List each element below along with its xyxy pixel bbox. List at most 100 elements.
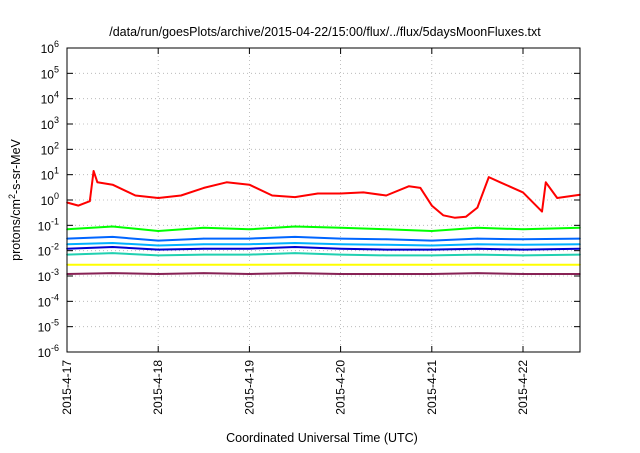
- data-point: [499, 181, 502, 184]
- grid: [66, 48, 580, 352]
- data-point: [522, 254, 524, 257]
- data-point: [541, 210, 543, 213]
- data-point: [339, 243, 342, 245]
- data-point: [294, 242, 296, 244]
- data-point: [248, 183, 251, 186]
- data-point: [476, 243, 479, 245]
- data-point: [92, 170, 95, 172]
- data-point: [556, 197, 558, 199]
- data-point: [385, 238, 388, 241]
- data-point: [203, 226, 205, 229]
- y-axis-title: protons/cm2-s-sr-MeV: [7, 138, 23, 260]
- data-point: [248, 253, 251, 256]
- data-point: [248, 263, 251, 266]
- data-point: [385, 273, 388, 275]
- data-point: [545, 181, 547, 184]
- y-tick-label: 101: [41, 166, 59, 183]
- x-tick-label: 2015-4-17: [60, 360, 74, 415]
- data-point: [248, 273, 251, 275]
- x-tick-label: 2015-4-19: [242, 360, 256, 415]
- y-axis-title-sup: 2: [7, 194, 17, 199]
- data-point: [248, 247, 251, 250]
- data-point: [408, 185, 410, 188]
- data-point: [203, 187, 205, 189]
- series-line: [66, 246, 581, 251]
- data-point: [522, 191, 524, 194]
- y-tick-label: 102: [41, 140, 59, 157]
- data-point: [442, 214, 445, 217]
- data-point: [203, 253, 205, 256]
- data-point: [476, 272, 479, 274]
- y-tick-label: 100: [41, 191, 59, 208]
- chart-title: /data/run/goesPlots/archive/2015-04-22/1…: [109, 25, 541, 39]
- y-axis-title-pre: protons/cm: [9, 199, 23, 261]
- data-point: [476, 226, 479, 229]
- data-point: [339, 237, 342, 240]
- data-point: [522, 228, 524, 231]
- data-point: [294, 225, 296, 228]
- data-point: [431, 248, 433, 251]
- y-tick-label: 104: [41, 90, 59, 107]
- data-point: [203, 243, 205, 245]
- y-tick-label: 10-1: [38, 216, 59, 233]
- data-point: [339, 263, 342, 266]
- data-point: [225, 181, 228, 184]
- data-point: [522, 244, 524, 246]
- data-point: [385, 263, 388, 266]
- data-point: [203, 272, 205, 274]
- series-line: [66, 170, 581, 219]
- plot-frame: [66, 47, 581, 353]
- data-point: [203, 263, 205, 266]
- data-point: [431, 254, 433, 257]
- data-point: [157, 230, 159, 232]
- y-tick-label: 106: [41, 39, 59, 56]
- data-point: [317, 192, 319, 195]
- data-point: [294, 236, 296, 238]
- series-line: [66, 225, 581, 232]
- data-point: [476, 237, 479, 240]
- y-tick-label: 10-6: [38, 343, 59, 360]
- data-point: [522, 273, 524, 275]
- data-point: [362, 191, 365, 194]
- data-point: [111, 183, 114, 186]
- data-point: [431, 273, 433, 275]
- data-point: [294, 246, 296, 248]
- data-point: [248, 237, 251, 240]
- data-point: [203, 237, 205, 240]
- data-point: [339, 226, 342, 229]
- x-tick-label: 2015-4-20: [334, 360, 348, 415]
- data-point: [294, 272, 296, 274]
- y-tick-label: 103: [41, 115, 59, 132]
- data-point: [476, 253, 479, 256]
- y-axis-title-post: -s-sr-MeV: [9, 138, 23, 194]
- data-point: [248, 228, 251, 231]
- data-point: [431, 263, 433, 266]
- data-point: [339, 247, 342, 250]
- data-point: [89, 200, 91, 202]
- data-point: [157, 273, 159, 275]
- data-point: [157, 248, 159, 251]
- data-point: [294, 252, 296, 254]
- data-point: [111, 246, 114, 248]
- y-tick-label: 105: [41, 64, 59, 81]
- data-point: [111, 242, 114, 244]
- data-point: [431, 204, 433, 207]
- data-point: [157, 239, 159, 242]
- y-tick-label: 10-3: [38, 267, 59, 284]
- data-point: [453, 216, 456, 219]
- series-line: [66, 242, 581, 247]
- data-point: [522, 238, 524, 241]
- data-point: [134, 194, 137, 197]
- data-point: [339, 253, 342, 256]
- data-point: [111, 263, 114, 266]
- data-point: [419, 187, 422, 189]
- data-point: [476, 263, 479, 266]
- data-point: [522, 263, 524, 266]
- y-tick-label: 10-5: [38, 318, 59, 335]
- data-point: [111, 252, 114, 254]
- data-point: [465, 215, 467, 218]
- data-point: [488, 176, 490, 178]
- data-point: [203, 247, 205, 250]
